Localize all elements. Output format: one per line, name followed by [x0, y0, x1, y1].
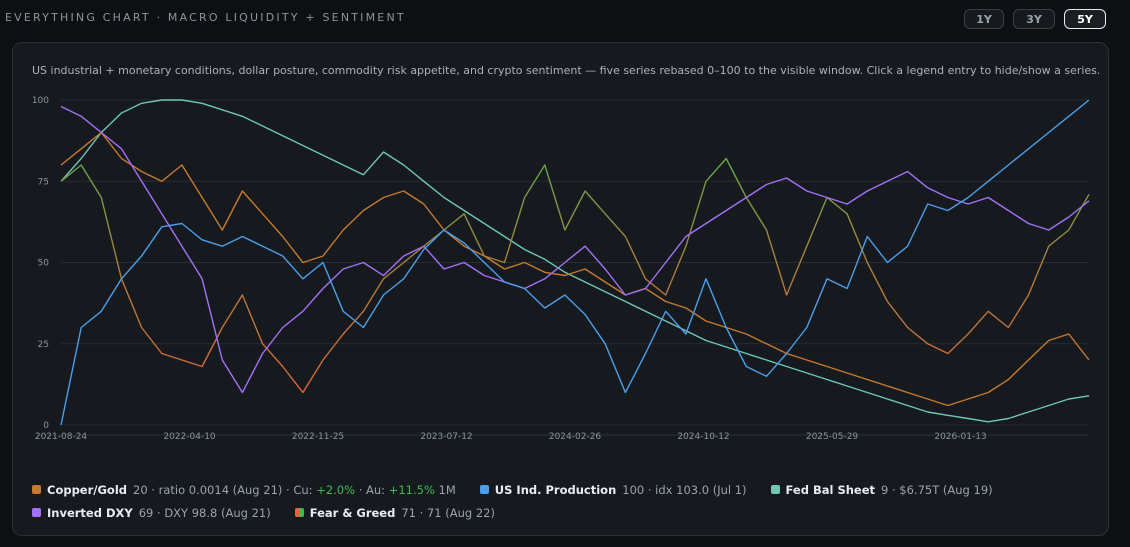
x-tick-label: 2023-07-12	[420, 432, 472, 442]
y-tick-label: 25	[38, 340, 49, 350]
x-tick-label: 2021-08-24	[35, 432, 88, 442]
x-tick-label: 2024-10-12	[677, 432, 729, 442]
y-tick-label: 100	[32, 96, 49, 106]
legend-swatch	[770, 485, 780, 494]
series-line-fed-bal-sheet	[60, 99, 1090, 423]
legend-swatch	[32, 508, 41, 517]
range-button-5y[interactable]: 5Y	[1064, 9, 1106, 29]
legend-label: Inverted DXY	[47, 505, 133, 520]
legend-detail: 20 · ratio 0.0014 (Aug 21) · Cu: +2.0% ·…	[133, 482, 456, 497]
legend-item-fear-greed[interactable]: Fear & Greed 71 · 71 (Aug 22)	[294, 505, 495, 520]
series-line-inverted-dxy	[60, 105, 1090, 394]
y-tick-label: 50	[38, 259, 50, 269]
legend-swatch	[32, 485, 41, 494]
legend-detail: 71 · 71 (Aug 22)	[401, 505, 495, 520]
legend-item-inverted-dxy[interactable]: Inverted DXY 69 · DXY 98.8 (Aug 21)	[32, 506, 271, 520]
chart-description: US industrial + monetary conditions, dol…	[32, 64, 1101, 77]
y-tick-label: 0	[43, 421, 49, 431]
legend-label: Fed Bal Sheet	[785, 482, 876, 497]
legend-label: Fear & Greed	[309, 505, 396, 520]
series-line-us-ind-production	[60, 99, 1090, 426]
legend-swatch	[479, 485, 489, 494]
x-tick-label: 2025-05-29	[806, 432, 859, 442]
range-button-1y[interactable]: 1Y	[964, 9, 1004, 29]
legend-row: Copper/Gold 20 · ratio 0.0014 (Aug 21) ·…	[32, 478, 1092, 501]
series-line-fear-greed	[60, 157, 1090, 394]
legend-detail: 9 · $6.75T (Aug 19)	[881, 482, 993, 497]
legend-item-us-ind-production[interactable]: US Ind. Production 100 · idx 103.0 (Jul …	[479, 482, 747, 497]
legend-item-fed-bal-sheet[interactable]: Fed Bal Sheet 9 · $6.75T (Aug 19)	[770, 482, 993, 497]
top-bar: EVERYTHING CHART · MACRO LIQUIDITY + SEN…	[0, 0, 1130, 40]
x-tick-label: 2022-11-25	[292, 432, 344, 442]
range-selector: 1Y 3Y 5Y	[964, 9, 1106, 29]
everything-chart[interactable]: 0 25 50 75 100 2021-08-24 2022-04-10 2022-11-25…	[13, 43, 1110, 473]
app-title: EVERYTHING CHART · MACRO LIQUIDITY + SEN…	[5, 11, 406, 24]
legend: Copper/Gold 20 · ratio 0.0014 (Aug 21) ·…	[32, 478, 1092, 524]
legend-label: US Ind. Production	[494, 482, 617, 497]
x-tick-label: 2024-02-26	[549, 432, 602, 442]
x-tick-label: 2026-01-13	[934, 432, 986, 442]
legend-item-copper-gold[interactable]: Copper/Gold 20 · ratio 0.0014 (Aug 21) ·…	[32, 483, 456, 497]
range-button-3y[interactable]: 3Y	[1013, 9, 1055, 29]
x-tick-label: 2022-04-10	[163, 432, 216, 442]
legend-swatch	[294, 508, 304, 517]
legend-label: Copper/Gold	[47, 482, 127, 497]
legend-detail: 100 · idx 103.0 (Jul 1)	[622, 482, 747, 497]
chart-panel: US industrial + monetary conditions, dol…	[12, 42, 1109, 536]
y-tick-label: 75	[38, 177, 49, 187]
legend-row: Inverted DXY 69 · DXY 98.8 (Aug 21) Fear…	[32, 501, 1092, 524]
series-line-copper-gold	[60, 131, 1090, 407]
legend-detail: 69 · DXY 98.8 (Aug 21)	[138, 505, 271, 520]
